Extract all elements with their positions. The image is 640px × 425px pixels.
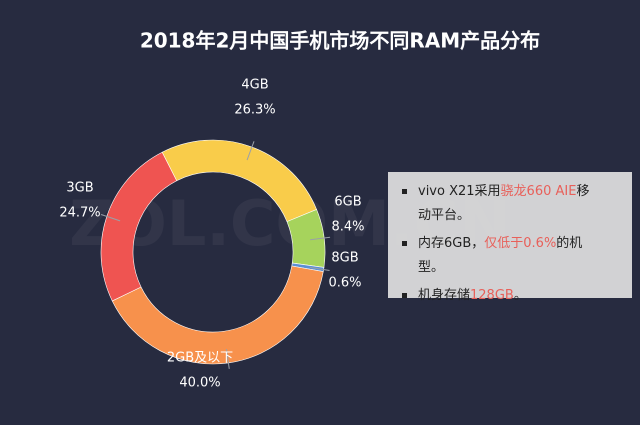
- leader-line: [310, 236, 331, 241]
- donut-segment: [111, 265, 324, 365]
- donut-segment: [100, 151, 178, 302]
- leader-line: [226, 348, 230, 369]
- annotation-text: 骁龙660 AIE: [500, 184, 577, 199]
- annotation-text: 。: [513, 288, 527, 303]
- leader-line: [309, 266, 330, 271]
- chart-title: 2018年2月中国手机市场不同RAM产品分布: [140, 29, 540, 53]
- leader-line: [100, 214, 121, 222]
- value-label: 26.3%: [234, 103, 275, 118]
- annotation-text: 的机型。: [418, 236, 583, 275]
- value-label: 0.6%: [328, 276, 361, 291]
- slice-label: 2GB及以下: [167, 351, 233, 366]
- value-label: 40.0%: [179, 376, 220, 391]
- value-label: 8.4%: [331, 220, 364, 235]
- slice-label: 3GB: [66, 181, 93, 196]
- annotation-text: 仅低于0.6%: [484, 236, 557, 251]
- slice-label: 6GB: [334, 195, 361, 210]
- annotation-item: vivo X21采用骁龙660 AIE移动平台。: [402, 180, 598, 228]
- annotation-text: 移动平台。: [418, 184, 590, 223]
- leader-line: [246, 141, 255, 161]
- annotation-text: 内存6GB，: [418, 236, 485, 251]
- annotation-item: 机身存储128GB。: [402, 284, 588, 308]
- annotation-item: 内存6GB，仅低于0.6%的机型。: [402, 232, 588, 280]
- annotation-box: vivo X21采用骁龙660 AIE移动平台。 内存6GB，仅低于0.6%的机型…: [388, 172, 632, 303]
- slice-label: 4GB: [241, 78, 268, 93]
- annotation-text: vivo X21采用: [418, 184, 501, 199]
- value-label: 24.7%: [59, 206, 100, 221]
- annotation-text: 机身存储: [418, 288, 471, 303]
- annotation-text: 128GB: [470, 288, 514, 303]
- slice-label: 8GB: [331, 251, 358, 266]
